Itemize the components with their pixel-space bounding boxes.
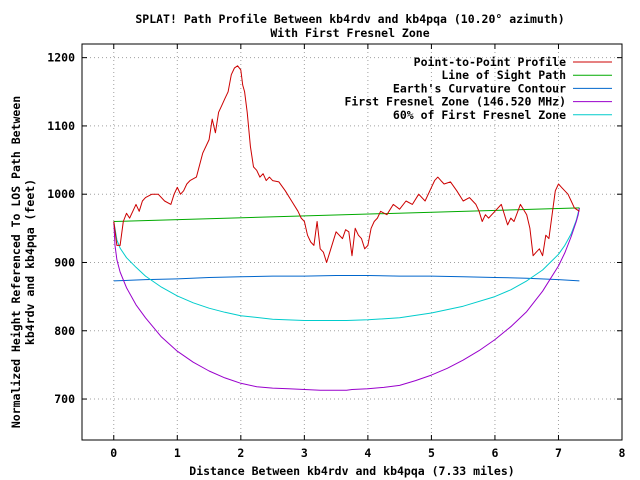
x-tick-label: 1: [174, 446, 181, 460]
x-tick-label: 2: [237, 446, 244, 460]
y-axis-label-line1: Normalized Height Referenced To LOS Path…: [9, 96, 23, 428]
legend-label: Point-to-Point Profile: [414, 55, 566, 69]
legend-label: 60% of First Fresnel Zone: [393, 108, 566, 122]
axis-ticks: 0 1 2 3 4 5 6 7 8 700 800 900 1000 1100 1200: [47, 44, 626, 460]
x-tick-label: 5: [428, 446, 435, 460]
series-layer: [113, 65, 580, 391]
x-tick-label: 0: [110, 446, 117, 460]
y-tick-label: 800: [54, 324, 75, 338]
x-tick-label: 8: [619, 446, 626, 460]
x-tick-label: 6: [491, 446, 498, 460]
y-tick-label: 1200: [47, 51, 75, 65]
series-line-1: [113, 207, 580, 222]
y-axis-label-line2: kb4rdv and kb4pqa (feet): [23, 179, 37, 345]
x-tick-label: 4: [364, 446, 371, 460]
y-tick-label: 900: [54, 255, 75, 269]
y-tick-label: 700: [54, 392, 75, 406]
legend-label: Line of Sight Path: [441, 68, 566, 82]
series-line-2: [113, 275, 580, 282]
series-line-4: [113, 207, 580, 321]
y-tick-label: 1100: [47, 119, 75, 133]
x-axis-label: Distance Between kb4rdv and kb4pqa (7.33…: [189, 464, 514, 478]
plot-frame: [81, 43, 623, 441]
y-tick-label: 1000: [47, 187, 75, 201]
chart-title: SPLAT! Path Profile Between kb4rdv and k…: [135, 12, 564, 26]
series-line-3: [113, 207, 580, 391]
x-tick-label: 3: [301, 446, 308, 460]
chart-subtitle: With First Fresnel Zone: [270, 26, 429, 40]
x-tick-label: 7: [555, 446, 562, 460]
legend-label: First Fresnel Zone (146.520 MHz): [344, 95, 566, 109]
series-line-0: [113, 65, 580, 263]
legend-label: Earth's Curvature Contour: [393, 81, 566, 95]
